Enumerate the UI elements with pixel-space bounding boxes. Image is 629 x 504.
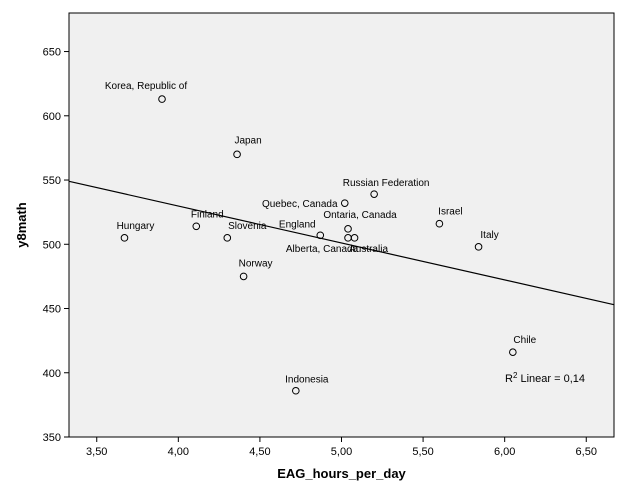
point-label: Hungary [117, 221, 155, 232]
point-label: Indonesia [285, 375, 329, 386]
point-label: England [279, 219, 316, 230]
data-point [370, 190, 378, 198]
data-point [233, 150, 241, 159]
r-squared-text: Linear = 0,14 [517, 373, 585, 385]
point-label: Alberta, Canada [286, 244, 359, 255]
data-point [223, 234, 232, 242]
data-point [340, 199, 349, 207]
point-label: Quebec, Canada [262, 199, 338, 210]
data-point [292, 386, 300, 395]
point-label: Israel [438, 207, 462, 218]
r-squared-annotation: R2 Linear = 0,14 [505, 371, 585, 385]
data-point [344, 225, 352, 233]
y-tick-label: 400 [43, 368, 61, 380]
point-label: Japan [234, 135, 261, 146]
r-squared-superscript: 2 [513, 371, 518, 380]
point-label: Finland [191, 209, 224, 220]
data-point [350, 234, 359, 242]
data-point [158, 95, 166, 103]
point-label: Chile [513, 335, 536, 346]
x-tick-label: 3,50 [86, 446, 107, 458]
x-tick-label: 4,00 [168, 446, 189, 458]
data-point [316, 231, 325, 240]
x-tick-label: 6,00 [494, 446, 515, 458]
x-axis-title: EAG_hours_per_day [277, 466, 406, 481]
data-point [239, 272, 248, 281]
y-tick-label: 500 [43, 239, 61, 251]
point-label: Norway [239, 258, 273, 269]
point-label: Ontaria, Canada [323, 210, 397, 221]
x-tick-label: 5,50 [412, 446, 433, 458]
data-point [474, 243, 483, 251]
x-tick-label: 4,50 [249, 446, 270, 458]
x-tick-label: 6,50 [576, 446, 597, 458]
y-tick-label: 350 [43, 432, 61, 444]
point-label: Italy [480, 230, 498, 241]
data-point [120, 234, 129, 242]
data-point [509, 348, 517, 357]
data-point [435, 219, 444, 228]
point-label: Korea, Republic of [105, 81, 187, 92]
y-tick-label: 600 [43, 111, 61, 123]
r-squared-prefix: R [505, 373, 513, 385]
point-label: Slovenia [228, 221, 267, 232]
y-tick-label: 450 [43, 304, 61, 316]
regression-line [68, 180, 615, 306]
point-label: Russian Federation [343, 178, 430, 189]
y-tick-label: 550 [43, 175, 61, 187]
point-label: Australia [349, 244, 388, 255]
y-tick-label: 650 [43, 47, 61, 59]
y-axis-title: y8math [14, 202, 29, 248]
data-point [192, 222, 201, 231]
x-tick-label: 5,00 [331, 446, 352, 458]
plot-area [68, 12, 615, 438]
